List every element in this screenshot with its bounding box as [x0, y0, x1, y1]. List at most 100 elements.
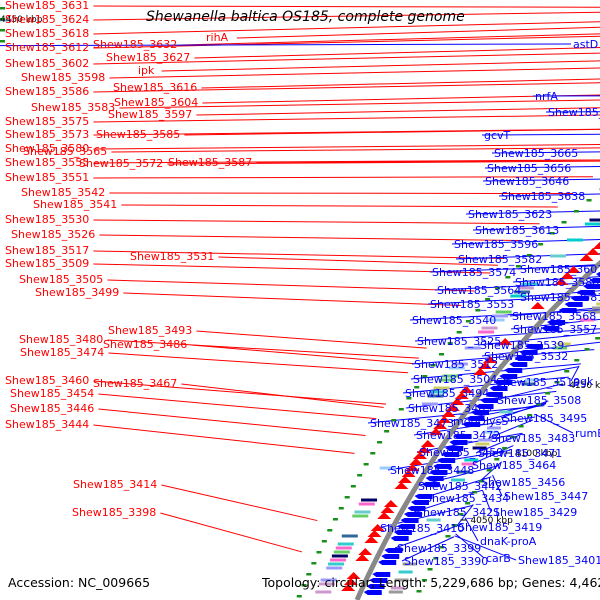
kbp-tick-label: 4100 kbp: [515, 449, 558, 459]
left-connector-line: [93, 250, 505, 259]
gene-label-left: Shew185_3541: [33, 198, 117, 211]
gene-label-left: Shew185_3583: [31, 101, 115, 114]
marker-dash: [0, 29, 5, 32]
reverse-gene-mark: [414, 494, 433, 499]
right-connector-line: [498, 193, 600, 197]
left-connector-line: [93, 114, 600, 123]
gene-label-right: astD: [573, 38, 598, 51]
cog-block: [328, 562, 345, 566]
reverse-gene-mark: [441, 452, 460, 457]
left-connector-line: [111, 147, 600, 153]
gene-label-right: Shew185_3564: [437, 284, 521, 297]
forward-gene-mark: [380, 506, 395, 513]
forward-gene-mark: [445, 404, 460, 411]
cog-block: [464, 346, 481, 350]
cog-block: [398, 570, 413, 574]
gene-label-left: Shew185_3618: [5, 27, 89, 40]
gene-label-right: Shew185_3442: [418, 480, 502, 493]
forward-gene-mark: [579, 254, 594, 261]
gene-label-left: Shew185_3572: [79, 157, 163, 170]
gene-label-right: Shew185_3557: [513, 323, 597, 336]
right-connector-line: [483, 403, 547, 422]
forward-gene-mark: [441, 410, 456, 417]
marker-dash: [505, 276, 511, 279]
reverse-gene-mark: [519, 350, 538, 355]
reverse-gene-mark: [583, 284, 600, 289]
left-connector-line: [167, 160, 600, 165]
cog-block: [352, 514, 369, 518]
right-connector-line: [484, 166, 600, 169]
left-connector-line: [184, 128, 600, 136]
gene-label-right: Shew185_3434: [425, 492, 509, 505]
right-connector-line: [512, 276, 600, 283]
marker-dash: [479, 480, 485, 483]
reverse-gene-mark: [471, 410, 490, 415]
map-title: Shewanella baltica OS185, complete genom…: [146, 9, 465, 25]
forward-gene-mark: [355, 554, 370, 561]
gene-label-right: Shew185_3665: [494, 147, 578, 160]
cog-block: [475, 442, 490, 446]
gene-label-left: Shew185_3480: [19, 333, 103, 346]
right-connector-line: [411, 349, 595, 365]
marker-dash: [391, 419, 397, 422]
left-connector-line: [109, 67, 600, 79]
gene-label-right: Shew185_3495: [503, 412, 587, 425]
right-connector-line: [427, 294, 600, 305]
cog-block: [488, 318, 505, 322]
cog-block: [587, 310, 600, 314]
left-connector-line: [161, 484, 318, 522]
left-connector-line: [93, 21, 600, 35]
gene-label-right: Shew185_3588: [515, 276, 599, 289]
marker-dash: [398, 408, 404, 411]
gene-label-right: Shew185_3472: [416, 429, 500, 442]
label-connector-lines: [0, 5, 600, 562]
marker-dash: [485, 298, 491, 301]
cog-block: [464, 458, 479, 462]
cog-block: [584, 222, 600, 226]
right-connector-line: [492, 474, 503, 497]
marker-dash: [538, 243, 544, 246]
gene-label-left: Shew185_3493: [108, 324, 192, 337]
marker-dash: [445, 535, 451, 538]
marker-dash: [338, 507, 344, 510]
cog-block: [481, 326, 498, 330]
gene-label-left: Shew185_3580: [5, 142, 89, 155]
left-connector-line: [93, 82, 600, 93]
gene-label-right: Shew185_3494: [405, 387, 489, 400]
marker-dash: [311, 562, 317, 565]
right-connector-line: [367, 405, 545, 424]
gene-label-right: Shew185_3574: [432, 266, 516, 279]
gene-label-left: Shew185_3505: [19, 273, 103, 286]
reverse-gene-mark: [462, 422, 481, 427]
reverse-gene-mark: [393, 530, 412, 535]
forward-gene-mark: [383, 500, 398, 507]
cog-block: [589, 218, 600, 222]
kbp-tick-labels: 4450 kbp4400 kbp4350 kbp4300 kbp4250 kbp…: [0, 15, 600, 526]
marker-dash: [554, 381, 560, 384]
reverse-gene-mark: [372, 572, 391, 577]
cog-block: [549, 254, 566, 258]
gene-label-left: Shew185_3616: [113, 81, 197, 94]
marker-dash: [472, 491, 478, 494]
left-connector-line: [107, 339, 419, 359]
cog-block: [521, 282, 538, 286]
marker-dash: [357, 474, 363, 477]
backbone-circle: [354, 259, 600, 600]
cog-block: [451, 362, 468, 366]
cog-block: [521, 382, 536, 386]
cog-block: [421, 402, 438, 406]
reverse-gene-mark: [494, 380, 513, 385]
marker-dash: [456, 331, 462, 334]
left-connector-line: [160, 512, 303, 553]
cog-block: [579, 318, 594, 322]
right-connector-line: [536, 414, 574, 434]
reverse-gene-mark: [589, 278, 600, 283]
marker-dash: [439, 546, 445, 549]
right-connector-line: [434, 281, 600, 291]
cog-block: [388, 590, 403, 594]
gene-label-right: dnaK-proA: [480, 535, 537, 548]
gene-label-left: Shew185_3597: [108, 108, 192, 121]
forward-gene-mark: [498, 338, 513, 345]
forward-gene-mark: [433, 422, 448, 429]
gene-label-left: Shew185_3551: [5, 171, 89, 184]
